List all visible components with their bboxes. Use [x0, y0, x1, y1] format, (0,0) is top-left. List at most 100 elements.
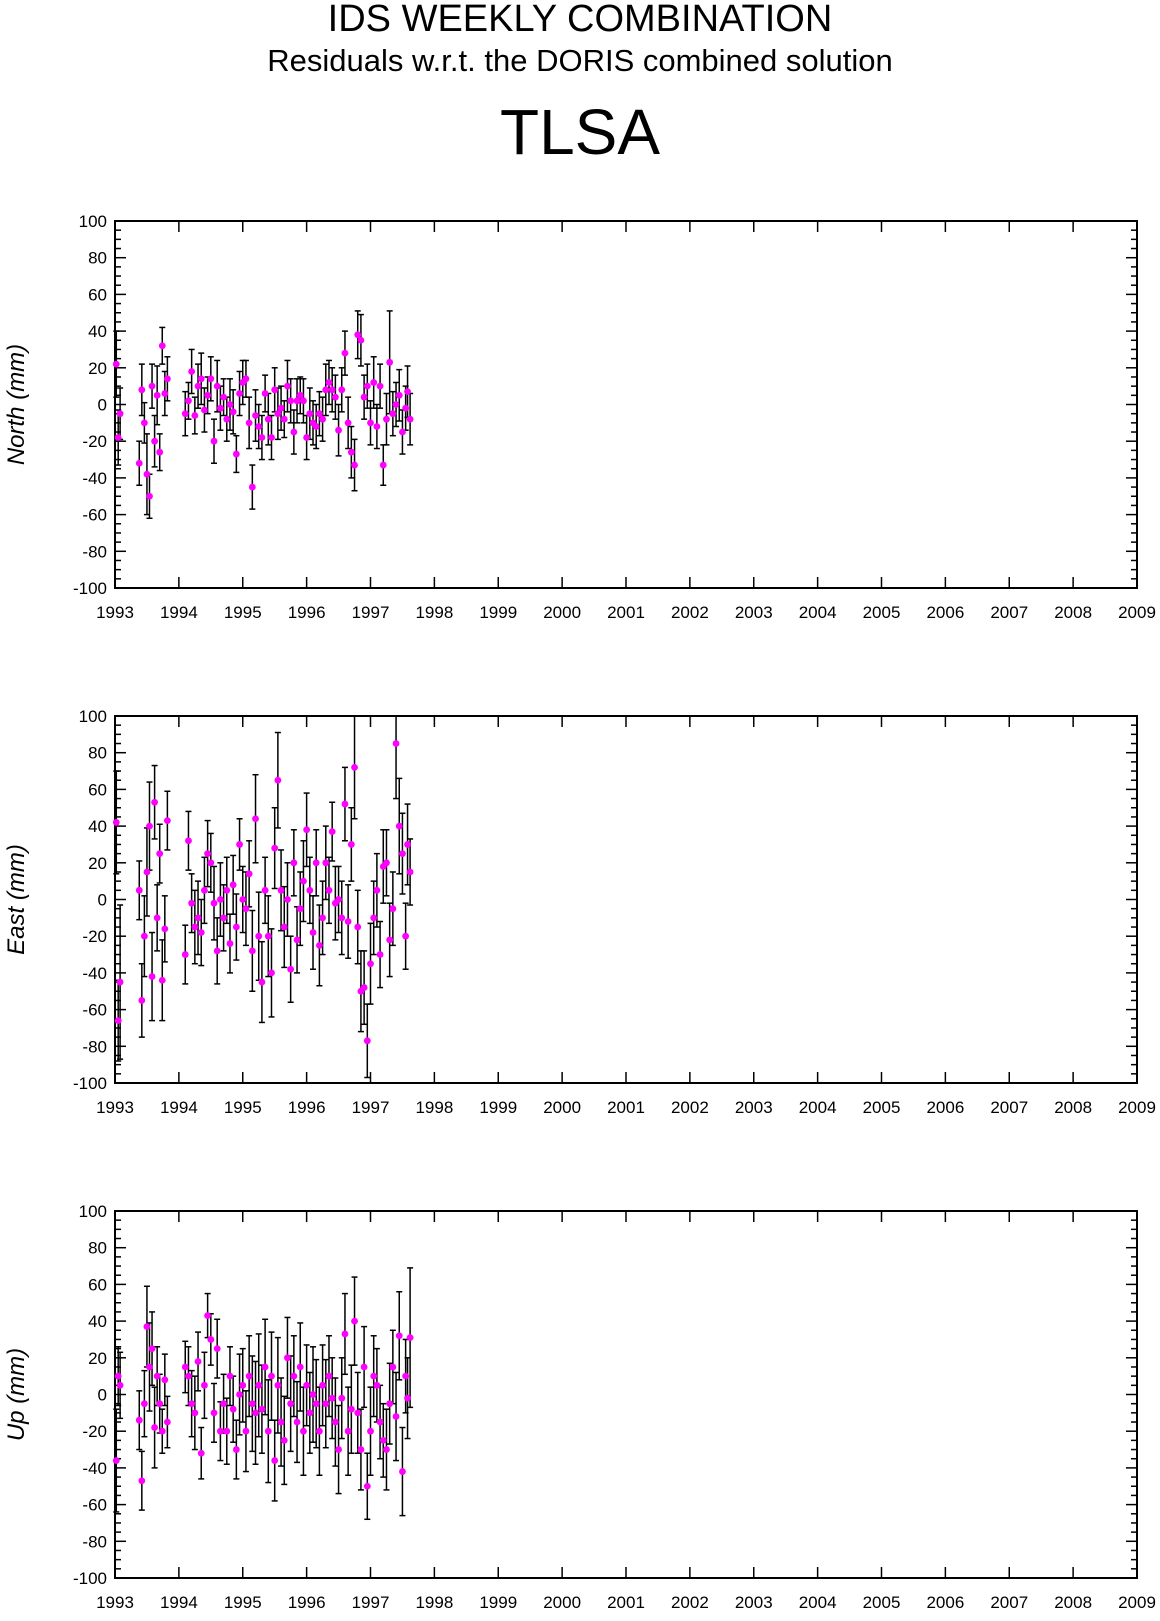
data-point [404, 1394, 411, 1402]
y-tick-label: -20 [82, 432, 107, 451]
x-tick-label: 1998 [415, 1098, 453, 1117]
data-point [347, 841, 355, 848]
data-point [341, 800, 349, 808]
data-point [146, 492, 153, 500]
x-tick-label: 1995 [224, 603, 262, 622]
data-point [140, 1400, 148, 1408]
data-point [264, 932, 272, 940]
data-point [207, 1336, 215, 1343]
data-point [153, 1372, 161, 1380]
data-point [284, 896, 291, 903]
x-tick-label: 2004 [799, 603, 837, 622]
x-tick-label: 1995 [224, 1593, 262, 1612]
data-point [406, 868, 414, 876]
data-point [347, 448, 355, 456]
data-point [210, 1409, 218, 1417]
data-point [309, 929, 317, 936]
data-point [344, 419, 352, 427]
data-point [341, 1330, 349, 1338]
y-tick-label: -100 [73, 1074, 107, 1093]
x-tick-label: 2002 [671, 1098, 709, 1117]
data-point [239, 896, 247, 903]
data-point [140, 419, 148, 427]
data-point [148, 1345, 156, 1353]
data-point [229, 1405, 237, 1413]
data-point [185, 397, 192, 405]
data-point [395, 1332, 403, 1340]
data-point [316, 941, 323, 949]
data-point [148, 382, 156, 390]
x-tick-label: 2007 [990, 603, 1028, 622]
data-point [258, 1405, 266, 1413]
data-point [252, 815, 259, 823]
data-point [274, 410, 282, 418]
data-point [223, 1427, 231, 1435]
data-point [303, 826, 311, 834]
data-point [194, 1358, 202, 1365]
data-point [181, 951, 189, 958]
data-point [138, 386, 146, 394]
data-point [210, 899, 218, 907]
east-panel: -100 -80 -60 -40 -20 0 20 40 60 80 100 1993 1994 1995… [3, 707, 1156, 1117]
data-point [386, 358, 394, 366]
data-point [143, 470, 151, 478]
x-tick-label: 1995 [224, 1098, 262, 1117]
y-tick-label: -100 [73, 579, 107, 598]
data-point [370, 914, 378, 922]
data-point [201, 1381, 208, 1389]
x-tick-label: 2005 [863, 1593, 901, 1612]
data-point [379, 1436, 387, 1444]
data-point [140, 932, 148, 940]
x-tick-label: 2009 [1118, 1593, 1156, 1612]
data-point [316, 1427, 323, 1435]
data-point [386, 936, 394, 944]
data-point [271, 386, 279, 394]
data-point [213, 1345, 221, 1353]
data-point [367, 1427, 374, 1435]
x-tick-label: 2002 [671, 603, 709, 622]
x-tick-label: 1993 [96, 1098, 134, 1117]
data-point [395, 391, 403, 399]
x-tick-label: 1996 [288, 603, 326, 622]
data-point [261, 390, 269, 397]
data-point [322, 1400, 330, 1408]
data-point [402, 1372, 410, 1380]
x-tick-label: 2006 [926, 1098, 964, 1117]
data-point [151, 437, 159, 445]
data-point [242, 905, 250, 913]
data-point [204, 391, 212, 399]
data-point [148, 973, 156, 980]
data-point [290, 1372, 298, 1380]
data-point [392, 1413, 400, 1420]
station-name: TLSA [499, 96, 661, 168]
data-point [194, 914, 202, 922]
y-tick-label: -80 [82, 542, 107, 561]
y-tick-label: 20 [88, 1349, 107, 1368]
data-point [370, 379, 378, 386]
data-point [277, 886, 285, 894]
data-point [163, 375, 171, 383]
data-point [216, 1427, 224, 1435]
y-tick-label: 80 [88, 744, 107, 763]
data-point [383, 1446, 390, 1453]
data-point [213, 947, 221, 955]
data-point [242, 1427, 250, 1435]
data-point [399, 1468, 406, 1475]
data-point [274, 776, 282, 784]
x-tick-label: 2001 [607, 1098, 645, 1117]
data-point [271, 1457, 279, 1464]
data-point [360, 984, 368, 991]
data-point [373, 1381, 381, 1389]
data-point [319, 914, 326, 922]
data-point [223, 886, 231, 894]
data-point [197, 1449, 205, 1457]
data-point [112, 360, 120, 368]
data-point [325, 379, 333, 386]
y-tick-label: 0 [98, 1386, 107, 1405]
data-point [331, 393, 339, 401]
x-tick-label: 1996 [288, 1098, 326, 1117]
up-panel: -100 -80 -60 -40 -20 0 20 40 60 80 100 1993 1994 1995… [3, 1202, 1156, 1612]
data-point [335, 896, 342, 903]
data-point [383, 859, 390, 867]
data-point [402, 404, 410, 412]
